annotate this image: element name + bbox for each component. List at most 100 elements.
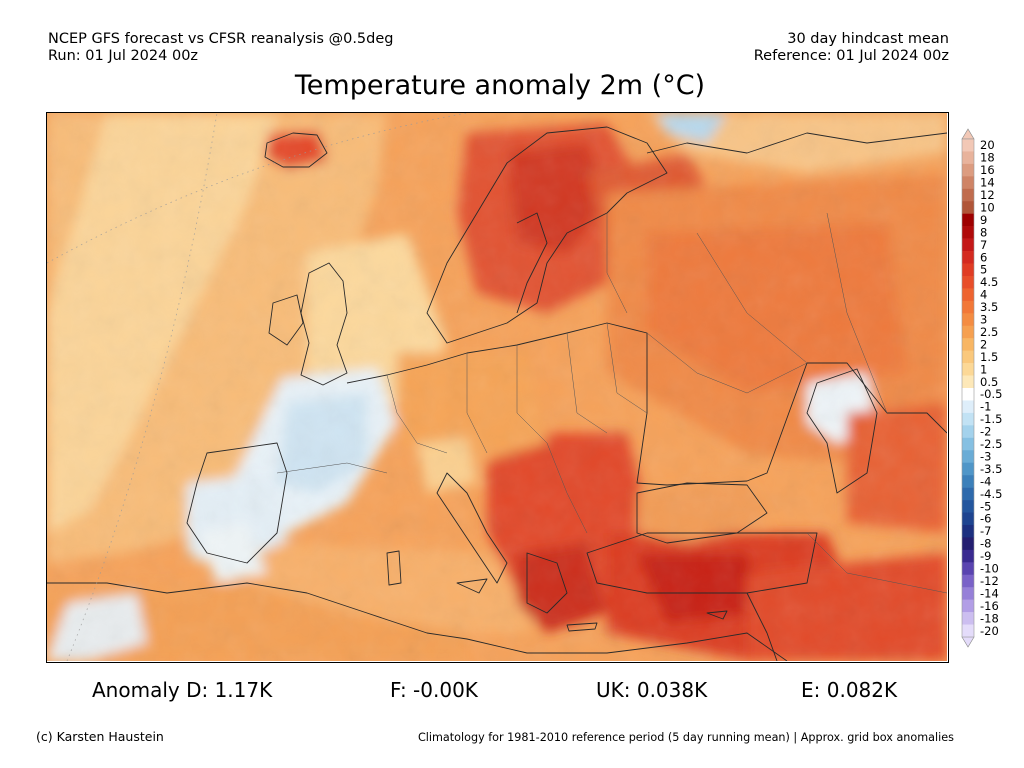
colorbar-tick-label: -12	[980, 574, 999, 588]
colorbar-swatch	[962, 388, 974, 401]
colorbar-swatch	[962, 487, 974, 501]
colorbar-tick-label: -4.5	[980, 487, 1002, 501]
colorbar-tick-label: 12	[980, 188, 995, 202]
colorbar-swatch	[962, 549, 974, 563]
colorbar-swatch	[962, 338, 974, 351]
climatology-note: Climatology for 1981-2010 reference peri…	[418, 731, 954, 744]
coast-iceland	[264, 132, 328, 168]
field-texture	[47, 113, 947, 661]
border-russia-kazakhstan	[696, 232, 808, 364]
colorbar-swatch	[962, 624, 974, 638]
header-right: 30 day hindcast mean Reference: 01 Jul 2…	[754, 31, 949, 65]
border-finland-russia	[606, 213, 628, 314]
colorbar-tick-label: 10	[980, 200, 995, 214]
border-russia-west	[646, 332, 808, 394]
colorbar-tick-label: -7	[980, 524, 991, 538]
colorbar-tick-label: 3	[980, 313, 987, 327]
colorbar-tick-label: -16	[980, 599, 999, 613]
colorbar-swatch	[962, 275, 974, 289]
coast-british-isles	[300, 262, 348, 386]
colorbar-tick-label: -5	[980, 499, 991, 513]
colorbar-tick-label: -14	[980, 586, 999, 600]
colorbar-swatch	[962, 475, 974, 488]
border-balkans	[546, 442, 588, 534]
coast-italy	[436, 472, 508, 584]
colorbar-swatch	[962, 512, 974, 526]
colorbar-swatch	[962, 363, 974, 376]
colorbar-tick-label: 18	[980, 151, 995, 165]
colorbar-tick-label: -8	[980, 537, 991, 551]
colorbar-swatch	[962, 574, 974, 588]
coast-black-sea	[636, 482, 768, 544]
coast-continental-europe	[346, 322, 947, 486]
f-stat: F: -0.00K	[390, 678, 478, 702]
header-left: NCEP GFS forecast vs CFSR reanalysis @0.…	[48, 31, 393, 65]
colorbar-swatch	[962, 450, 974, 463]
colorbar-tick-label: 9	[980, 213, 987, 227]
coast-arctic-russia	[646, 132, 947, 154]
colorbar-tick-label: 20	[980, 138, 995, 152]
coast-iberia	[186, 442, 288, 564]
colorbar-swatch	[962, 213, 974, 227]
coast-north-africa	[47, 582, 788, 661]
colorbar-swatch	[962, 226, 974, 239]
colorbar-swatch	[962, 562, 974, 576]
e-stat: E: 0.082K	[801, 678, 898, 702]
colorbar-tick-label: -9	[980, 549, 991, 563]
colorbar-tick-label: 2.5	[980, 325, 998, 339]
mean-description: 30 day hindcast mean	[787, 31, 949, 47]
coast-turkey	[586, 532, 818, 594]
colorbar-tick-label: 1	[980, 362, 987, 376]
colorbar-tick-label: -4	[980, 474, 991, 488]
colorbar-swatch	[962, 300, 974, 314]
colorbar-swatch	[962, 325, 974, 339]
border-central-alps	[466, 353, 488, 454]
border-poland-west	[516, 345, 548, 444]
coast-crete	[566, 622, 598, 632]
colorbar-swatch	[962, 288, 974, 302]
coast-baltic	[516, 212, 548, 314]
colorbar-tick-label: 6	[980, 250, 987, 264]
colorbar-tick-label: -20	[980, 624, 999, 638]
run-time: Run: 01 Jul 2024 00z	[48, 48, 199, 64]
coast-ireland	[268, 294, 304, 346]
model-description: NCEP GFS forecast vs CFSR reanalysis @0.…	[48, 31, 394, 47]
colorbar-upper-arrow	[961, 128, 975, 140]
colorbar-tick-label: 14	[980, 176, 995, 190]
border-caucasus-middle-east	[806, 532, 947, 594]
colorbar-tick-label: -1	[980, 400, 991, 414]
colorbar-swatch	[962, 587, 974, 600]
anomaly-map	[46, 112, 949, 663]
colorbar-swatch	[962, 400, 974, 414]
border-france-spain	[276, 462, 388, 474]
colorbar-tick-label: -3	[980, 449, 991, 463]
credit: (c) Karsten Haustein	[36, 729, 164, 744]
colorbar-tick-label: -2.5	[980, 437, 1002, 451]
country-borders	[276, 212, 947, 594]
colorbar-swatch	[962, 524, 974, 538]
anomaly-d-stat: Anomaly D: 1.17K	[92, 678, 273, 702]
colorbar-swatch	[962, 201, 974, 214]
colorbar: 201816141210987654.543.532.521.510.5-0.5…	[961, 128, 1002, 648]
colorbar-swatch	[962, 350, 974, 364]
coast-greece	[526, 552, 568, 614]
border-west-central	[386, 374, 448, 454]
colorbar-tick-label: 3.5	[980, 300, 998, 314]
colorbar-swatch	[962, 238, 974, 252]
graticule	[47, 113, 468, 661]
graticule-line-1	[47, 113, 468, 264]
colorbar-tick-label: 5	[980, 263, 987, 277]
uk-stat: UK: 0.038K	[596, 678, 708, 702]
colorbar-tick-label: 1.5	[980, 350, 998, 364]
colorbar-tick-label: 4.5	[980, 275, 998, 289]
colorbar-tick-label: -3.5	[980, 462, 1002, 476]
colorbar-swatch	[962, 151, 974, 165]
border-poland-east	[566, 332, 608, 434]
map-title: Temperature anomaly 2m (°C)	[294, 70, 706, 101]
coast-sardinia	[386, 550, 402, 586]
colorbar-tick-label: 16	[980, 163, 995, 177]
colorbar-tick-label: -10	[980, 562, 999, 576]
colorbar-swatch	[962, 313, 974, 327]
colorbar-swatch	[962, 412, 974, 426]
colorbar-swatch	[962, 163, 974, 177]
